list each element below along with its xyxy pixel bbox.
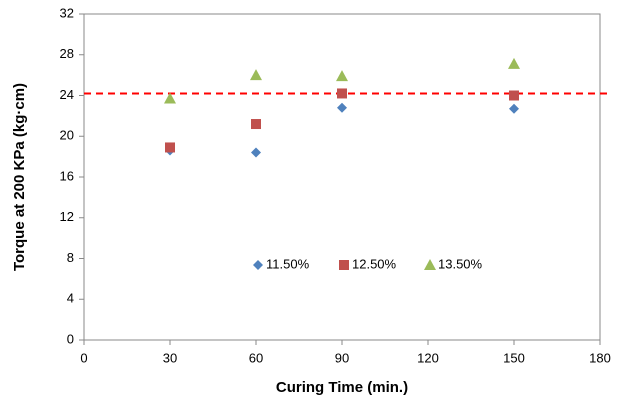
y-tick-label: 24: [60, 87, 74, 102]
y-tick-label: 8: [67, 250, 74, 265]
legend-label: 11.50%: [266, 256, 310, 271]
marker-square: [165, 142, 175, 153]
x-tick-label: 30: [163, 350, 177, 365]
marker-square: [509, 90, 519, 101]
x-tick-label: 90: [335, 350, 349, 365]
y-tick-label: 12: [60, 209, 74, 224]
marker-triangle: [250, 69, 262, 81]
y-tick-label: 16: [60, 168, 74, 183]
marker-diamond: [509, 103, 519, 114]
marker-square: [337, 88, 347, 99]
x-tick-label: 180: [589, 350, 611, 365]
y-tick-label: 28: [60, 46, 74, 61]
legend-label: 12.50%: [352, 256, 397, 271]
legend-swatch: [339, 260, 349, 270]
plot-frame: [83, 13, 601, 341]
marker-triangle: [508, 57, 520, 69]
y-axis-title: Torque at 200 KPa (kg·cm): [11, 83, 28, 271]
legend-swatch: [424, 259, 436, 270]
marker-square: [251, 119, 261, 130]
legend-swatch: [253, 260, 263, 270]
marker-diamond: [337, 102, 347, 113]
x-tick-label: 120: [417, 350, 439, 365]
marker-diamond: [251, 147, 261, 158]
legend-label: 13.50%: [438, 256, 483, 271]
y-tick-label: 20: [60, 128, 74, 143]
x-tick-label: 150: [503, 350, 525, 365]
y-tick-label: 32: [60, 5, 74, 20]
marker-triangle: [164, 92, 176, 104]
marker-triangle: [336, 70, 348, 82]
x-axis-title: Curing Time (min.): [276, 379, 408, 396]
x-tick-label: 0: [80, 350, 87, 365]
y-tick-label: 0: [67, 331, 74, 346]
y-tick-label: 4: [67, 291, 74, 306]
x-tick-label: 60: [249, 350, 263, 365]
